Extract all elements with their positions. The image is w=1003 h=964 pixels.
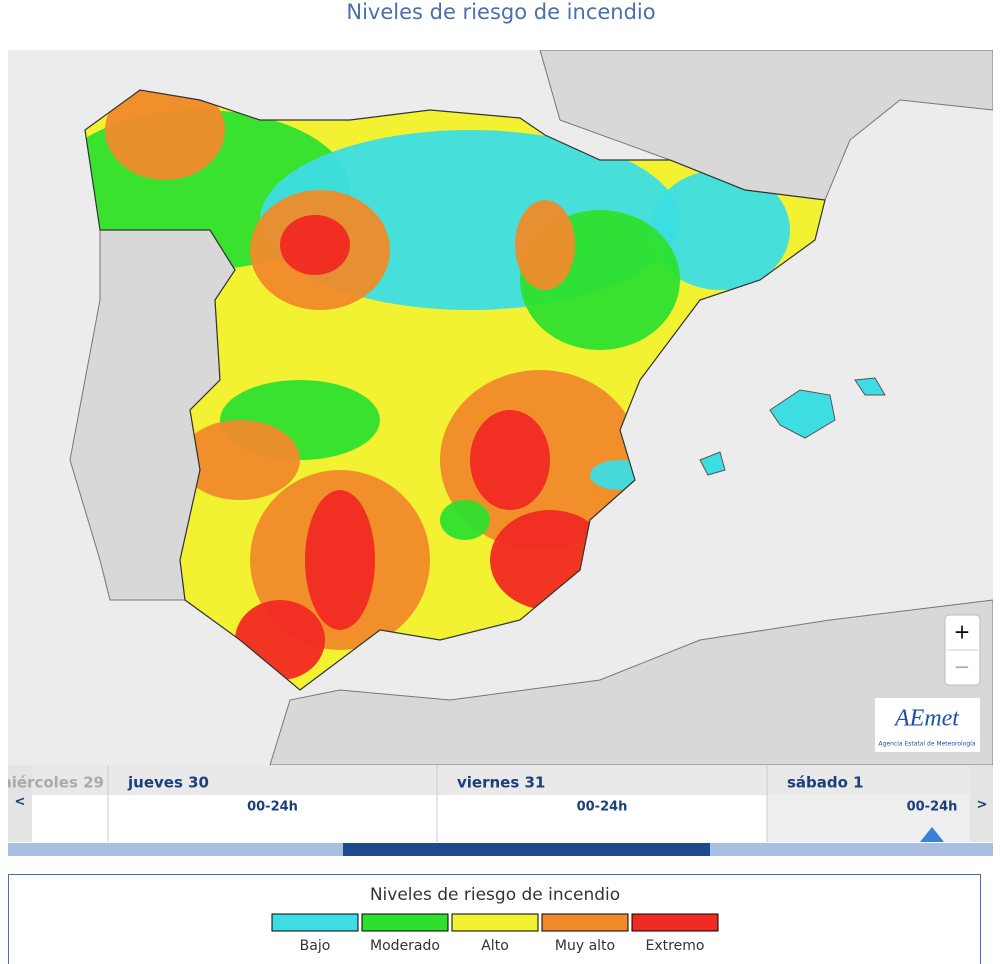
prev-button[interactable]: < <box>15 795 26 810</box>
risk-area <box>305 490 375 630</box>
progress-thumb[interactable] <box>343 843 710 856</box>
page-title: Niveles de riesgo de incendio <box>346 0 655 24</box>
france <box>539 50 993 201</box>
risk-area <box>650 170 790 290</box>
legend: Niveles de riesgo de incendio Bajo Modera… <box>8 874 981 964</box>
days: miércoles 29 jueves 30 00-24h viernes 31 00-… <box>0 774 958 815</box>
logo-box <box>875 698 980 752</box>
risk-area <box>105 90 225 180</box>
day-label: miércoles 29 <box>0 774 104 792</box>
legend-label: Moderado <box>370 938 440 954</box>
days-row <box>8 765 993 795</box>
selected-marker <box>920 827 944 842</box>
risk-area <box>515 200 575 290</box>
legend-label: Extremo <box>646 938 705 954</box>
legend-label: Muy alto <box>555 938 615 954</box>
risk-area <box>470 410 550 510</box>
menorca <box>854 377 886 396</box>
africa <box>269 599 993 765</box>
next-button-bg <box>970 765 993 842</box>
period-label: 00-24h <box>247 800 298 815</box>
zoom-out[interactable]: − <box>954 655 971 679</box>
risk-area <box>280 215 350 275</box>
legend-label: Bajo <box>300 938 331 954</box>
risk-area <box>440 500 490 540</box>
period-label: 00-24h <box>577 800 628 815</box>
period-label: 00-24h <box>907 800 958 815</box>
ibiza <box>699 451 726 476</box>
logo: AEmet <box>893 706 960 732</box>
zoom-in[interactable]: + <box>954 620 971 644</box>
map: + − AEmet Agencia Estatal de Meteorologí… <box>8 50 993 765</box>
legend-label: Alto <box>481 938 509 954</box>
mallorca <box>769 389 836 439</box>
legend-title: Niveles de riesgo de incendio <box>370 885 620 905</box>
legend-swatch <box>451 913 539 932</box>
day-label: sábado 1 <box>787 774 864 792</box>
next-button[interactable]: > <box>977 798 988 813</box>
risk-area <box>180 420 300 500</box>
day-label: viernes 31 <box>457 774 545 792</box>
legend-swatch <box>361 913 449 932</box>
risk-areas <box>85 90 825 690</box>
timeline: miércoles 29 jueves 30 00-24h viernes 31 00-… <box>0 765 993 856</box>
legend-swatch <box>271 913 359 932</box>
logo-subtitle: Agencia Estatal de Meteorología <box>879 741 976 748</box>
legend-swatch <box>631 913 719 932</box>
legend-swatch <box>541 913 629 932</box>
day-label: jueves 30 <box>127 774 209 792</box>
prev-button-bg <box>8 765 32 842</box>
